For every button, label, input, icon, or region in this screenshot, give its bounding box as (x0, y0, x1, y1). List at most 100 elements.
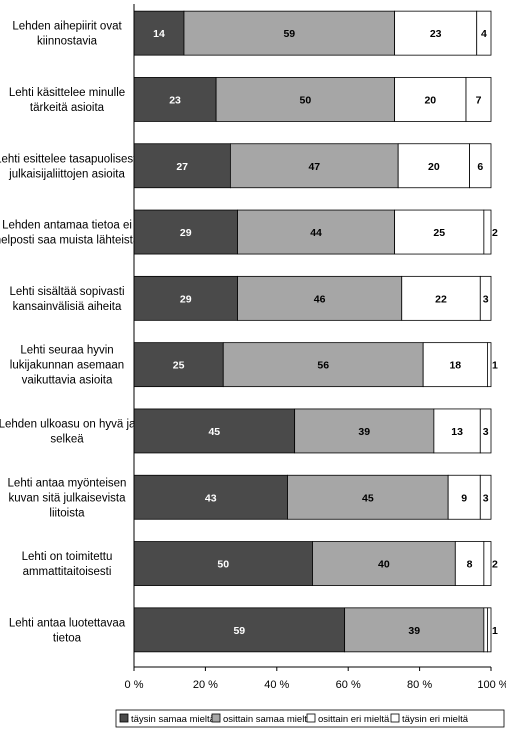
bar-segment (397, 143, 470, 189)
legend-label: osittain samaa mieltä (223, 714, 313, 725)
bar-segment (483, 541, 492, 586)
data-label: 22 (435, 293, 447, 305)
data-label: 47 (308, 161, 320, 173)
data-label: 27 (176, 161, 188, 173)
data-label: 59 (283, 28, 295, 40)
data-label: 23 (169, 94, 181, 106)
bar-segment (344, 607, 485, 653)
category-label-line: Lehti esittelee tasapuolisesti (0, 153, 139, 165)
category-label: Lehti antaa myönteisen kuvan sitä julkais… (8, 477, 127, 519)
x-tick-label: 80 % (407, 679, 432, 691)
bar-segment (479, 474, 492, 520)
data-label: 18 (449, 360, 461, 372)
bar-segment (229, 143, 399, 189)
bar-segment (476, 10, 492, 56)
bar-segment (133, 474, 288, 520)
data-label: 20 (424, 94, 436, 106)
data-label: 39 (408, 625, 420, 637)
data-label: 20 (428, 161, 440, 173)
legend-label: täysin samaa mieltä (131, 714, 216, 725)
data-label: 3 (483, 293, 489, 305)
bar-segment (487, 342, 492, 388)
x-tick-label: 40 % (264, 679, 289, 691)
bar-segment (215, 77, 396, 122)
data-label: 46 (314, 293, 326, 305)
bar-segment (133, 607, 346, 653)
category-label-line: kuvan sitä julkaisevista (9, 492, 127, 504)
category-label-line: Lehti on toimitettu (22, 551, 113, 563)
category-label-line: Lehti antaa myönteisen (8, 477, 127, 489)
data-label: 3 (483, 492, 489, 504)
legend-swatch (211, 713, 221, 723)
bar-segment (133, 275, 238, 321)
bar-segment (394, 10, 478, 56)
category-label-line: Lehti käsittelee minulle (9, 87, 125, 99)
data-label: 44 (310, 227, 322, 239)
category-label: Lehden antamaa tietoa ei helposti saa mui… (0, 220, 140, 247)
bar-segment (487, 607, 492, 653)
bar-segment (287, 474, 449, 520)
category-label-line: tietoa (53, 632, 82, 644)
data-label: 25 (433, 227, 445, 239)
category-label-line: liitoista (49, 507, 85, 519)
category-label: Lehden aihepiirit ovat kiinnostavia (12, 21, 122, 48)
category-label-line: helposti saa muista lähteistä (0, 235, 140, 247)
bar-segment (222, 342, 424, 388)
category-label-line: kiinnostavia (37, 36, 98, 48)
data-label: 40 (378, 559, 390, 571)
data-label: 1 (492, 360, 498, 372)
category-label-line: Lehti seuraa hyvin (20, 345, 113, 357)
legend-label: osittain eri mieltä (318, 714, 390, 725)
data-label: 8 (467, 559, 473, 571)
bar-segment (422, 342, 488, 388)
category-label-line: kansainvälisiä aiheita (13, 301, 122, 313)
category-label-line: Lehden ulkoasu on hyvä ja (0, 418, 136, 430)
bar-segment (133, 77, 217, 122)
bar-segment (479, 408, 492, 454)
category-label: Lehti on toimitettu ammattitaitoisesti (22, 551, 113, 578)
category-label-line: vaikuttavia asioita (22, 375, 113, 387)
data-label: 50 (217, 559, 229, 571)
legend-swatch (306, 713, 316, 723)
data-label: 43 (205, 492, 217, 504)
x-tick-label: 60 % (336, 679, 361, 691)
data-label: 23 (430, 28, 442, 40)
category-label-line: Lehden antamaa tietoa ei (2, 220, 132, 232)
bar-segment (294, 408, 435, 454)
data-label: 7 (476, 94, 482, 106)
bar-segment (483, 607, 488, 653)
category-label-line: selkeä (50, 433, 84, 445)
x-tick-label: 20 % (193, 679, 218, 691)
data-label: 45 (362, 492, 374, 504)
bar-segment (394, 209, 485, 255)
bar-segment (183, 10, 396, 56)
x-tick-label: 0 % (125, 679, 144, 691)
data-label: 45 (208, 426, 220, 438)
data-label: 25 (173, 360, 185, 372)
data-label: 1 (492, 625, 498, 637)
data-label: 29 (180, 227, 192, 239)
bar-segment (483, 209, 492, 255)
category-label-line: tärkeitä asioita (30, 102, 105, 114)
x-tick-label: 100 % (477, 679, 506, 691)
data-label: 9 (461, 492, 467, 504)
category-label-line: ammattitaitoisesti (23, 566, 112, 578)
category-label: Lehti esittelee tasapuolisesti julkaisija… (0, 153, 139, 180)
category-label: Lehti sisältää sopivasti kansainvälisiä a… (9, 286, 124, 313)
bar-segment (237, 209, 396, 255)
data-label: 59 (233, 625, 245, 637)
legend-swatch (390, 713, 400, 723)
category-label-line: julkaisijaliittojen asioita (8, 168, 125, 180)
legend-label: täysin eri mieltä (402, 714, 469, 725)
category-label-line: Lehti antaa luotettavaa (9, 617, 126, 629)
bar-segment (447, 474, 481, 520)
bar-segment (133, 342, 224, 388)
category-label: Lehti käsittelee minulle tärkeitä asioita (9, 87, 125, 114)
bar-segment (312, 541, 456, 586)
bar-segment (465, 77, 492, 122)
data-label: 3 (483, 426, 489, 438)
bar-segment (479, 275, 492, 321)
bar-segment (433, 408, 481, 454)
category-label: Lehti antaa luotettavaa tietoa (9, 617, 126, 644)
